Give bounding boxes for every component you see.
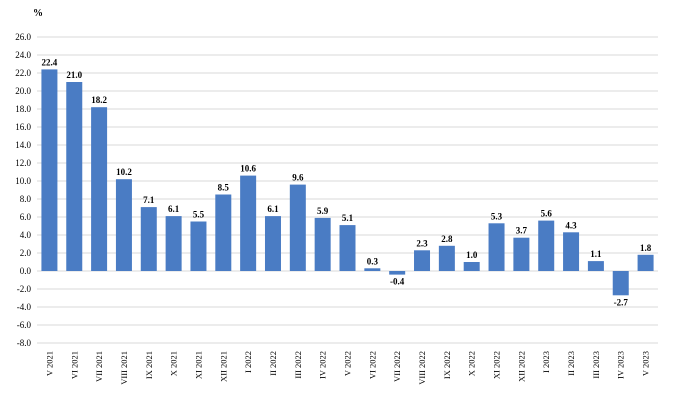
y-tick-label: 26.0: [15, 32, 31, 42]
data-label: -2.7: [614, 297, 629, 307]
y-tick-label: 14.0: [15, 140, 31, 150]
y-axis-ticks: 26.0 24.0 22.0 20.0 18.0 16.0 14.0 12.0 10.0 8.0 6…: [15, 32, 31, 348]
x-tick-label: VI 2021: [69, 351, 79, 379]
data-label: 22.4: [42, 57, 58, 67]
data-label: 5.1: [342, 213, 354, 223]
y-tick-label: -8.0: [17, 338, 32, 348]
bar: [66, 82, 83, 271]
y-tick-label: -6.0: [17, 320, 32, 330]
bar: [587, 261, 604, 271]
x-tick-label: I 2023: [541, 351, 551, 373]
bar: [463, 262, 480, 271]
data-label: 9.6: [292, 173, 304, 183]
data-label: 7.1: [143, 195, 155, 205]
data-label: 5.9: [317, 206, 329, 216]
x-tick-label: III 2023: [591, 351, 601, 379]
x-tick-label: VII 2022: [392, 351, 402, 382]
bar: [41, 69, 58, 272]
x-tick-label: VI 2022: [367, 351, 377, 379]
x-tick-label: IV 2023: [616, 351, 626, 379]
x-axis-ticks: V 2021 VI 2021 VII 2021 VIII 2021 IX 2021 X 2…: [44, 351, 650, 385]
x-tick-label: IX 2022: [442, 351, 452, 379]
x-tick-label: II 2023: [566, 351, 576, 376]
data-label: 10.6: [240, 164, 256, 174]
data-label: 0.3: [367, 256, 379, 266]
data-labels: 22.4 21.0 18.2 10.2 7.1 6.1 5.5 8.5 10.6 6.1 9.6 5.…: [42, 57, 652, 307]
data-label: 5.5: [193, 210, 205, 220]
bar: [637, 254, 654, 271]
data-label: 10.2: [116, 167, 132, 177]
data-label: 1.8: [640, 243, 652, 253]
x-tick-label: V 2023: [641, 351, 651, 376]
data-label: 4.3: [565, 220, 577, 230]
x-tick-label: I 2022: [243, 351, 253, 373]
y-tick-label: 16.0: [15, 122, 31, 132]
y-tick-label: 18.0: [15, 104, 31, 114]
x-tick-label: III 2022: [293, 351, 303, 379]
x-tick-label: XI 2021: [193, 351, 203, 379]
x-tick-label: V 2021: [44, 351, 54, 376]
x-tick-label: X 2022: [467, 351, 477, 376]
data-label: 2.8: [441, 234, 453, 244]
bar: [165, 216, 182, 271]
x-tick-label: IX 2021: [144, 351, 154, 379]
bar: [115, 179, 132, 271]
y-tick-label: 20.0: [15, 86, 31, 96]
data-label: 21.0: [66, 70, 82, 80]
bar: [513, 237, 530, 271]
data-label: 6.1: [267, 204, 279, 214]
y-tick-label: 22.0: [15, 68, 31, 78]
bar: [215, 194, 232, 271]
x-tick-label: XII 2022: [516, 351, 526, 382]
bar: [314, 217, 331, 271]
x-tick-label: X 2021: [169, 351, 179, 376]
bar: [91, 107, 108, 271]
bar: [190, 221, 207, 271]
bar: [140, 207, 157, 271]
y-tick-label: 10.0: [15, 176, 31, 186]
data-label: 8.5: [218, 183, 230, 193]
bar: [538, 220, 555, 271]
bar-series: [41, 69, 654, 296]
data-label: 3.7: [516, 226, 528, 236]
bar: [414, 250, 431, 271]
data-label: 18.2: [91, 95, 107, 105]
y-tick-label: -2.0: [17, 284, 32, 294]
data-label: 5.6: [541, 209, 553, 219]
bar: [240, 175, 257, 271]
y-tick-label: 6.0: [20, 212, 32, 222]
bar: [563, 232, 580, 271]
bar: [488, 223, 505, 271]
data-label: 6.1: [168, 204, 180, 214]
y-tick-label: -4.0: [17, 302, 32, 312]
x-tick-label: VIII 2022: [417, 351, 427, 385]
x-tick-label: IV 2022: [318, 351, 328, 379]
bar: [364, 268, 381, 271]
y-tick-label: 12.0: [15, 158, 31, 168]
data-label: 1.0: [466, 250, 478, 260]
bar: [438, 245, 455, 271]
y-tick-label: 4.0: [20, 230, 32, 240]
data-label: -0.4: [390, 277, 405, 287]
y-tick-label: 8.0: [20, 194, 32, 204]
bar: [289, 184, 306, 271]
data-label: 5.3: [491, 211, 503, 221]
y-tick-label: 24.0: [15, 50, 31, 60]
x-tick-label: V 2022: [343, 351, 353, 376]
x-tick-label: VII 2021: [94, 351, 104, 382]
bar: [339, 225, 356, 271]
x-tick-label: VIII 2021: [119, 351, 129, 385]
bar: [612, 271, 629, 296]
x-tick-label: XI 2022: [492, 351, 502, 379]
bar: [389, 271, 406, 275]
bar: [264, 216, 281, 271]
x-tick-label: II 2022: [268, 351, 278, 376]
x-tick-label: XII 2021: [218, 351, 228, 382]
data-label: 1.1: [590, 249, 602, 259]
y-tick-label: 2.0: [20, 248, 32, 258]
data-label: 2.3: [416, 238, 428, 248]
y-axis-unit-label: %: [33, 8, 43, 19]
y-tick-label: 0.0: [20, 266, 32, 276]
